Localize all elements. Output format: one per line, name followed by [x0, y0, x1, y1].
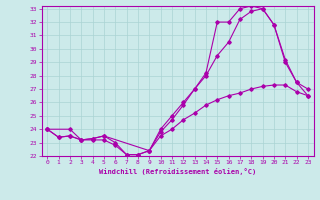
- X-axis label: Windchill (Refroidissement éolien,°C): Windchill (Refroidissement éolien,°C): [99, 168, 256, 175]
